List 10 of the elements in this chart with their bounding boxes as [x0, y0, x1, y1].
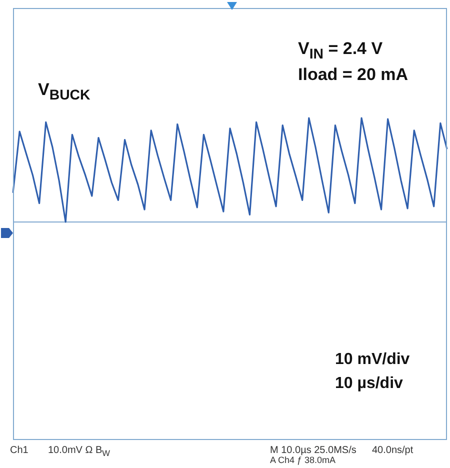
text: A Ch4 ƒ 38.0mA — [270, 455, 336, 465]
text: 10 mV/div — [335, 351, 410, 368]
text: Iload = 20 mA — [298, 65, 408, 84]
text: M 10.0µs 25.0MS/s — [270, 445, 356, 456]
text: 10.0mV Ω B$_{W}$ — [48, 445, 110, 458]
text: 10 µs/div — [335, 375, 403, 392]
text: Ch1 — [10, 445, 28, 456]
text: V$_{IN}$ = 2.4 V — [298, 39, 383, 62]
text: 40.0ns/pt — [372, 445, 414, 456]
series-label: V$_{BUCK}$ — [38, 80, 90, 104]
